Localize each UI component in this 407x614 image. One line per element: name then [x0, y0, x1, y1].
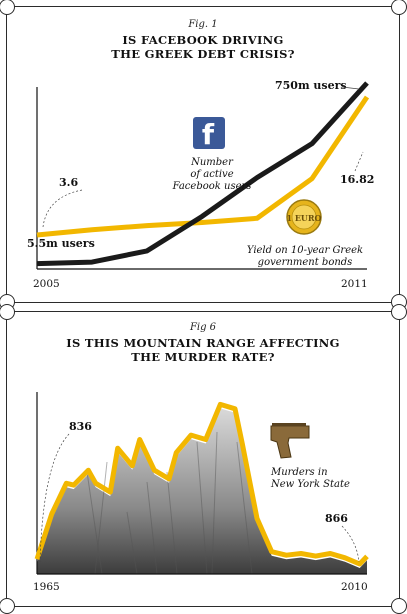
facebook-logo-icon: f [193, 117, 225, 151]
euro-coin-icon: 1 EURO [286, 199, 322, 235]
murders-caption-line: Murders in [270, 467, 328, 478]
coin-inner [291, 204, 317, 230]
x-tick-2010: 2010 [341, 581, 368, 593]
x-tick-2011: 2011 [341, 278, 368, 290]
rock-streak-6 [236, 441, 253, 575]
bond-end-leader [354, 151, 364, 172]
gun-slide [272, 423, 306, 427]
facebook-users-line [36, 81, 369, 267]
figure-2-panel: Fig 6 IS THIS MOUNTAIN RANGE AFFECTING T… [0, 304, 407, 614]
rock-streak-4 [196, 441, 208, 575]
rock-streak-1 [94, 461, 108, 575]
murders-line [34, 401, 369, 567]
rock-streak-0 [86, 471, 103, 575]
x-tick-1965: 1965 [33, 581, 60, 593]
gun-body [270, 425, 310, 459]
figure-1-label: Fig. 1 [188, 19, 218, 30]
handgun-icon [270, 423, 310, 459]
figure-1-title-line-2: THE GREEK DEBT CRISIS? [111, 47, 295, 61]
bond-caption-line: government bonds [258, 257, 353, 268]
bond-caption-line: Yield on 10-year Greek [247, 245, 363, 256]
x-tick-2005: 2005 [33, 278, 60, 290]
facebook-logo-background [193, 117, 225, 149]
bond-start-leader [42, 189, 83, 228]
murders-start-leader [39, 433, 70, 563]
figure-1-panel: Fig. 1 IS FACEBOOK DRIVING THE GREEK DEB… [0, 0, 407, 310]
facebook-caption-line: Number [190, 157, 234, 168]
bond-start-label: 3.6 [59, 176, 78, 189]
figure-1-title-line-1: IS FACEBOOK DRIVING [122, 33, 284, 47]
mountain-silhouette [37, 408, 367, 574]
figure-2-label: Fig 6 [189, 322, 217, 333]
rock-streak-7 [126, 511, 138, 575]
rock-streak-3 [166, 471, 178, 575]
rock-streak-5 [211, 431, 218, 575]
facebook-end-leader [341, 86, 360, 90]
facebook-logo-letter: f [202, 118, 215, 151]
murders-end-label: 866 [325, 512, 348, 525]
figure-2-title-line-2: THE MURDER RATE? [131, 350, 275, 364]
mountain-image [37, 408, 367, 575]
figure-2-title-line-1: IS THIS MOUNTAIN RANGE AFFECTING [66, 336, 340, 350]
murders-end-leader [341, 525, 360, 563]
facebook-caption-line: of active [190, 169, 233, 180]
rock-streak-2 [146, 481, 158, 575]
bond-yield-line [36, 95, 370, 238]
figure-1-chart: 2005 2011 3.6 5.5m users 750m users 16.82 f Num… [27, 79, 374, 290]
bond-end-label: 16.82 [340, 173, 374, 186]
facebook-end-label: 750m users [275, 79, 347, 92]
coin-text: 1 EURO [286, 213, 321, 223]
facebook-start-label: 5.5m users [27, 237, 95, 250]
murders-caption-line: New York State [270, 479, 350, 490]
murders-start-label: 836 [69, 420, 92, 433]
facebook-caption-line: Facebook users [172, 181, 252, 192]
